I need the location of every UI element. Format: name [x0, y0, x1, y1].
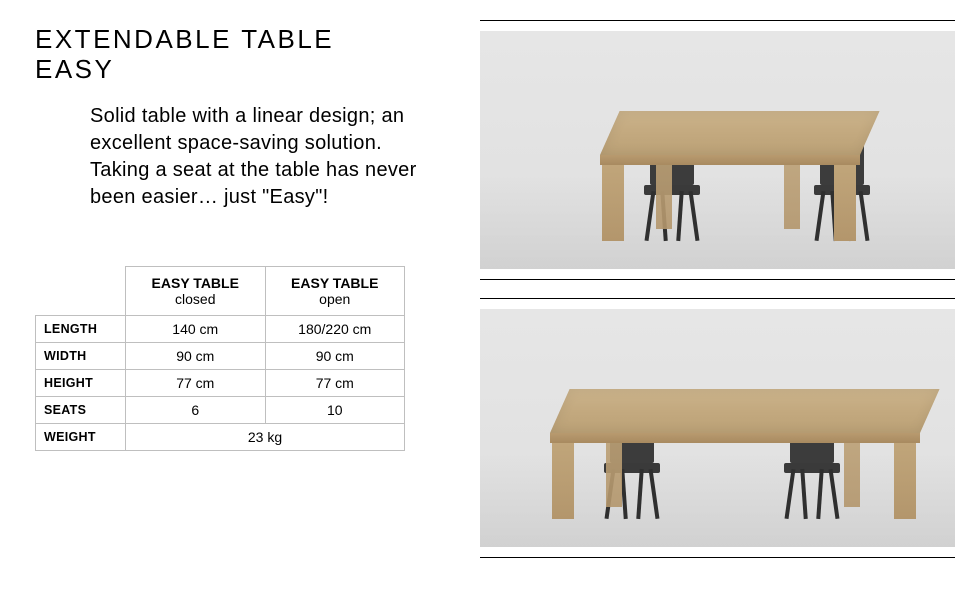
table-icon — [600, 111, 860, 241]
image-panel-closed — [480, 20, 955, 280]
table-row-weight: WEIGHT 23 kg — [36, 423, 405, 450]
table-closed-render — [480, 31, 955, 269]
table-open-render — [480, 309, 955, 547]
title-line-2: EASY — [35, 54, 114, 84]
spec-col-open-header: EASY TABLE open — [265, 266, 405, 315]
table-row: LENGTH 140 cm 180/220 cm — [36, 315, 405, 342]
title-line-1: EXTENDABLE TABLE — [35, 24, 334, 54]
table-row: HEIGHT 77 cm 77 cm — [36, 369, 405, 396]
spec-table-body: LENGTH 140 cm 180/220 cm WIDTH 90 cm 90 … — [36, 315, 405, 450]
product-description: Solid table with a linear design; an exc… — [35, 103, 450, 211]
page-root: EXTENDABLE TABLE EASY Solid table with a… — [0, 0, 970, 600]
table-row: WIDTH 90 cm 90 cm — [36, 342, 405, 369]
spec-col-closed-header: EASY TABLE closed — [126, 266, 266, 315]
image-panel-open — [480, 298, 955, 558]
table-icon — [550, 389, 920, 519]
spec-corner-empty — [36, 266, 126, 315]
table-row: SEATS 6 10 — [36, 396, 405, 423]
spec-table: EASY TABLE closed EASY TABLE open LENGTH… — [35, 266, 405, 451]
left-column: EXTENDABLE TABLE EASY Solid table with a… — [0, 0, 470, 600]
product-title: EXTENDABLE TABLE EASY — [35, 25, 450, 85]
right-column — [470, 0, 970, 600]
